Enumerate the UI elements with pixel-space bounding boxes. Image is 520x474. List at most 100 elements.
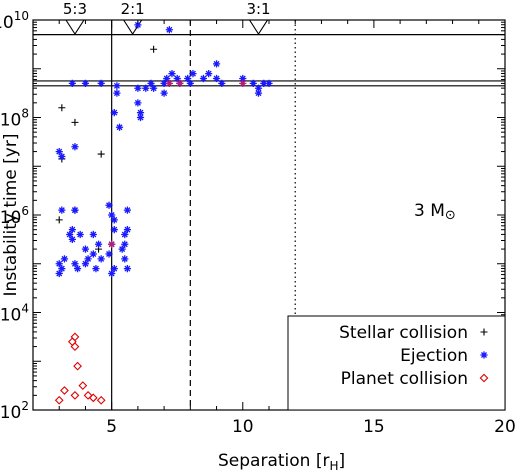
point-asterisk-1-9 <box>66 230 74 239</box>
x-tick-label: 15 <box>363 417 385 437</box>
legend-label-stellar: Stellar collision <box>339 323 468 343</box>
point-asterisk-1-11 <box>68 235 76 243</box>
point-asterisk-1-60 <box>186 79 194 87</box>
point-asterisk-1-2 <box>71 143 79 151</box>
point-asterisk-1-8 <box>60 255 69 263</box>
point-diamond-3-5 <box>70 390 80 400</box>
point-asterisk-1-17 <box>81 260 90 268</box>
legend-marker-diamond <box>479 373 489 383</box>
point-asterisk-1-52 <box>150 84 158 92</box>
point-asterisk-1-15 <box>76 230 84 239</box>
point-asterisk-1-65 <box>212 74 221 83</box>
resonance-marker-2 <box>248 19 269 36</box>
mass-label: 3 M⊙ <box>414 201 456 223</box>
point-asterisk-1-64 <box>212 60 221 68</box>
y-tick-label: 108 <box>0 107 29 131</box>
point-asterisk-1-14 <box>73 265 82 273</box>
legend-marker-plus <box>480 328 488 336</box>
legend: Stellar collision Ejection Planet collis… <box>287 315 506 411</box>
point-asterisk-1-74 <box>134 21 142 29</box>
point-asterisk-1-40 <box>113 89 121 97</box>
y-tick-label: 106 <box>0 204 29 228</box>
point-diamond-3-10 <box>96 395 106 405</box>
point-asterisk-1-48 <box>134 99 142 107</box>
x-tick-label: 5 <box>106 417 117 437</box>
point-asterisk-1-69 <box>254 84 263 92</box>
resonance-marker-0 <box>64 19 85 36</box>
point-asterisk-1-33 <box>121 255 129 263</box>
point-diamond-3-0 <box>70 332 80 342</box>
point-asterisk-1-5 <box>55 260 63 268</box>
point-asterisk-2-2 <box>176 79 184 87</box>
point-asterisk-1-28 <box>110 265 118 273</box>
point-asterisk-1-66 <box>218 79 226 87</box>
point-diamond-3-1 <box>67 337 77 347</box>
point-asterisk-2-0 <box>108 240 116 248</box>
point-asterisk-1-35 <box>121 230 129 239</box>
point-plus-0-3 <box>97 150 105 158</box>
point-asterisk-1-47 <box>136 113 145 122</box>
point-asterisk-1-21 <box>92 265 100 273</box>
point-asterisk-1-67 <box>239 74 247 83</box>
point-asterisk-1-13 <box>71 260 79 268</box>
point-asterisk-1-68 <box>249 79 257 87</box>
point-asterisk-1-19 <box>89 230 97 239</box>
point-asterisk-1-20 <box>89 250 97 258</box>
point-asterisk-1-34 <box>123 265 131 273</box>
point-asterisk-1-39 <box>110 109 118 117</box>
point-asterisk-1-53 <box>160 89 168 97</box>
axis-ticks: 5 10 15 20 102 104 106 108 1010 <box>0 9 516 437</box>
legend-label-planet: Planet collision <box>341 369 468 389</box>
point-asterisk-1-44 <box>97 79 105 87</box>
point-asterisk-1-36 <box>123 206 131 214</box>
point-asterisk-1-23 <box>97 255 105 263</box>
y-tick-label: 102 <box>0 399 29 423</box>
point-plus-0-5 <box>150 45 158 53</box>
point-asterisk-1-45 <box>113 82 121 90</box>
point-asterisk-1-31 <box>110 216 118 224</box>
point-asterisk-1-10 <box>68 226 76 234</box>
point-asterisk-1-25 <box>105 201 113 209</box>
point-asterisk-1-71 <box>260 79 268 87</box>
point-asterisk-1-37 <box>123 226 131 234</box>
point-asterisk-1-1 <box>58 152 66 161</box>
point-asterisk-1-54 <box>160 79 168 87</box>
point-asterisk-1-7 <box>58 265 66 273</box>
point-diamond-3-2 <box>70 342 80 352</box>
legend-markers <box>479 328 489 383</box>
point-diamond-3-9 <box>88 393 98 403</box>
point-plus-0-0 <box>58 104 66 112</box>
point-asterisk-1-32 <box>118 245 126 253</box>
point-diamond-3-3 <box>73 361 82 371</box>
resonance-label-0: 5:3 <box>63 0 87 18</box>
point-asterisk-1-57 <box>173 74 181 83</box>
point-asterisk-1-50 <box>142 84 150 92</box>
point-asterisk-1-6 <box>55 269 63 278</box>
point-asterisk-1-43 <box>81 79 90 87</box>
point-asterisk-1-12 <box>71 206 79 214</box>
point-asterisk-1-16 <box>81 245 90 253</box>
point-asterisk-2-3 <box>239 79 247 87</box>
point-asterisk-1-29 <box>110 226 118 234</box>
point-asterisk-2-1 <box>165 79 173 87</box>
point-asterisk-1-49 <box>136 109 145 117</box>
point-diamond-3-4 <box>60 386 69 395</box>
point-asterisk-1-24 <box>105 250 113 258</box>
legend-marker-asterisk <box>480 351 488 359</box>
point-asterisk-1-42 <box>68 79 76 87</box>
x-tick-label: 20 <box>494 417 516 437</box>
point-asterisk-1-3 <box>58 206 66 214</box>
point-diamond-3-7 <box>83 390 93 400</box>
point-asterisk-1-70 <box>254 89 263 97</box>
point-asterisk-1-30 <box>108 211 116 219</box>
y-tick-label: 104 <box>0 302 29 326</box>
point-asterisk-1-62 <box>199 74 208 83</box>
point-plus-0-1 <box>71 118 79 126</box>
x-axis-label: Separation [rH] <box>218 451 345 473</box>
legend-label-ejection: Ejection <box>400 346 468 366</box>
point-plus-0-4 <box>55 216 63 224</box>
point-asterisk-1-46 <box>134 84 142 92</box>
point-asterisk-1-56 <box>168 70 176 78</box>
point-asterisk-1-0 <box>55 148 63 156</box>
